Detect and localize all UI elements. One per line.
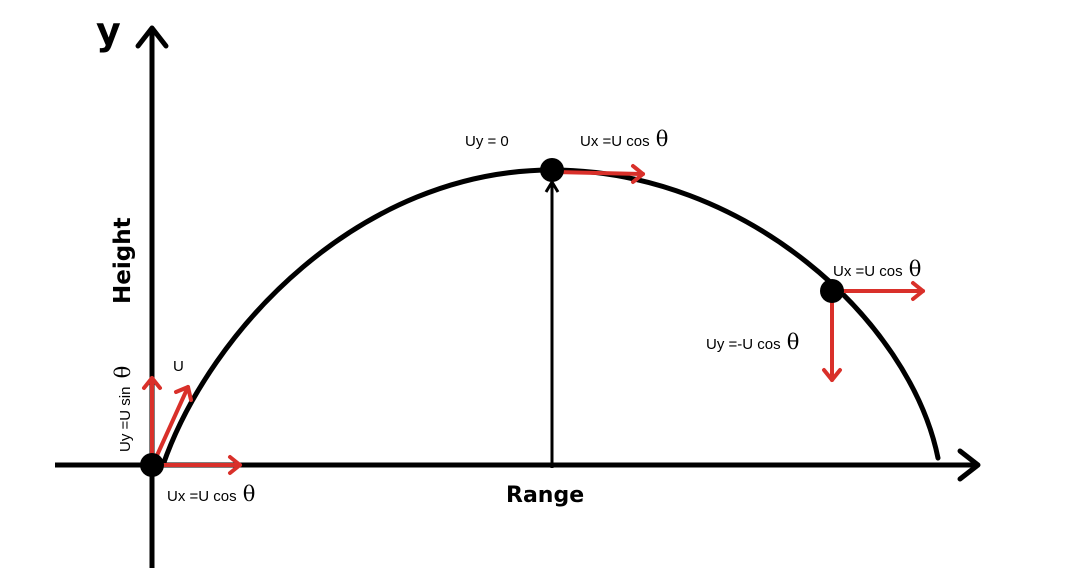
launch-velocity-label: U <box>173 358 184 375</box>
launch-vertical-arrow <box>142 376 162 464</box>
svg-text:Uy =-U cos θ: Uy =-U cos θ <box>706 330 799 354</box>
descent-vertical-arrow <box>822 292 842 382</box>
descent-point <box>820 279 844 303</box>
descent-vertical-component-label: Uy =-U cos <box>706 336 781 353</box>
peak-horizontal-arrow <box>553 164 645 184</box>
descent-horizontal-component-label: Ux =U cos <box>833 263 903 280</box>
y-axis-label: y <box>96 9 121 53</box>
svg-text:Ux =U cos θ: Ux =U cos θ <box>833 257 921 281</box>
peak-horizontal-component-label: Ux =U cos <box>580 133 650 150</box>
launch-velocity-arrow <box>152 385 193 464</box>
launch-horizontal-component-label: Ux =U cos <box>167 488 237 505</box>
descent-horizontal-arrow <box>830 281 925 301</box>
launch-horizontal-theta-label: θ <box>243 482 256 506</box>
y-axis-arrowhead-icon <box>135 25 169 49</box>
launch-vertical-component-label: Uy =U sin <box>117 387 134 452</box>
svg-text:Ux =U cos θ: Ux =U cos θ <box>167 482 255 506</box>
peak-vertical-component-label: Uy = 0 <box>465 133 509 150</box>
svg-text:Ux =U cos θ: Ux =U cos θ <box>580 127 668 151</box>
range-label: Range <box>506 483 584 508</box>
height-label: Height <box>110 217 136 304</box>
x-axis-arrowhead-icon <box>957 448 981 482</box>
descent-horizontal-theta-label: θ <box>909 257 922 281</box>
launch-horizontal-arrow <box>154 455 242 475</box>
descent-vertical-theta-label: θ <box>787 330 800 354</box>
peak-horizontal-theta-label: θ <box>656 127 669 151</box>
launch-vertical-theta-label: θ <box>111 366 135 379</box>
launch-point <box>140 453 164 477</box>
svg-text:Uy =U sin θ: Uy =U sin θ <box>111 366 135 452</box>
peak-point <box>540 158 564 182</box>
